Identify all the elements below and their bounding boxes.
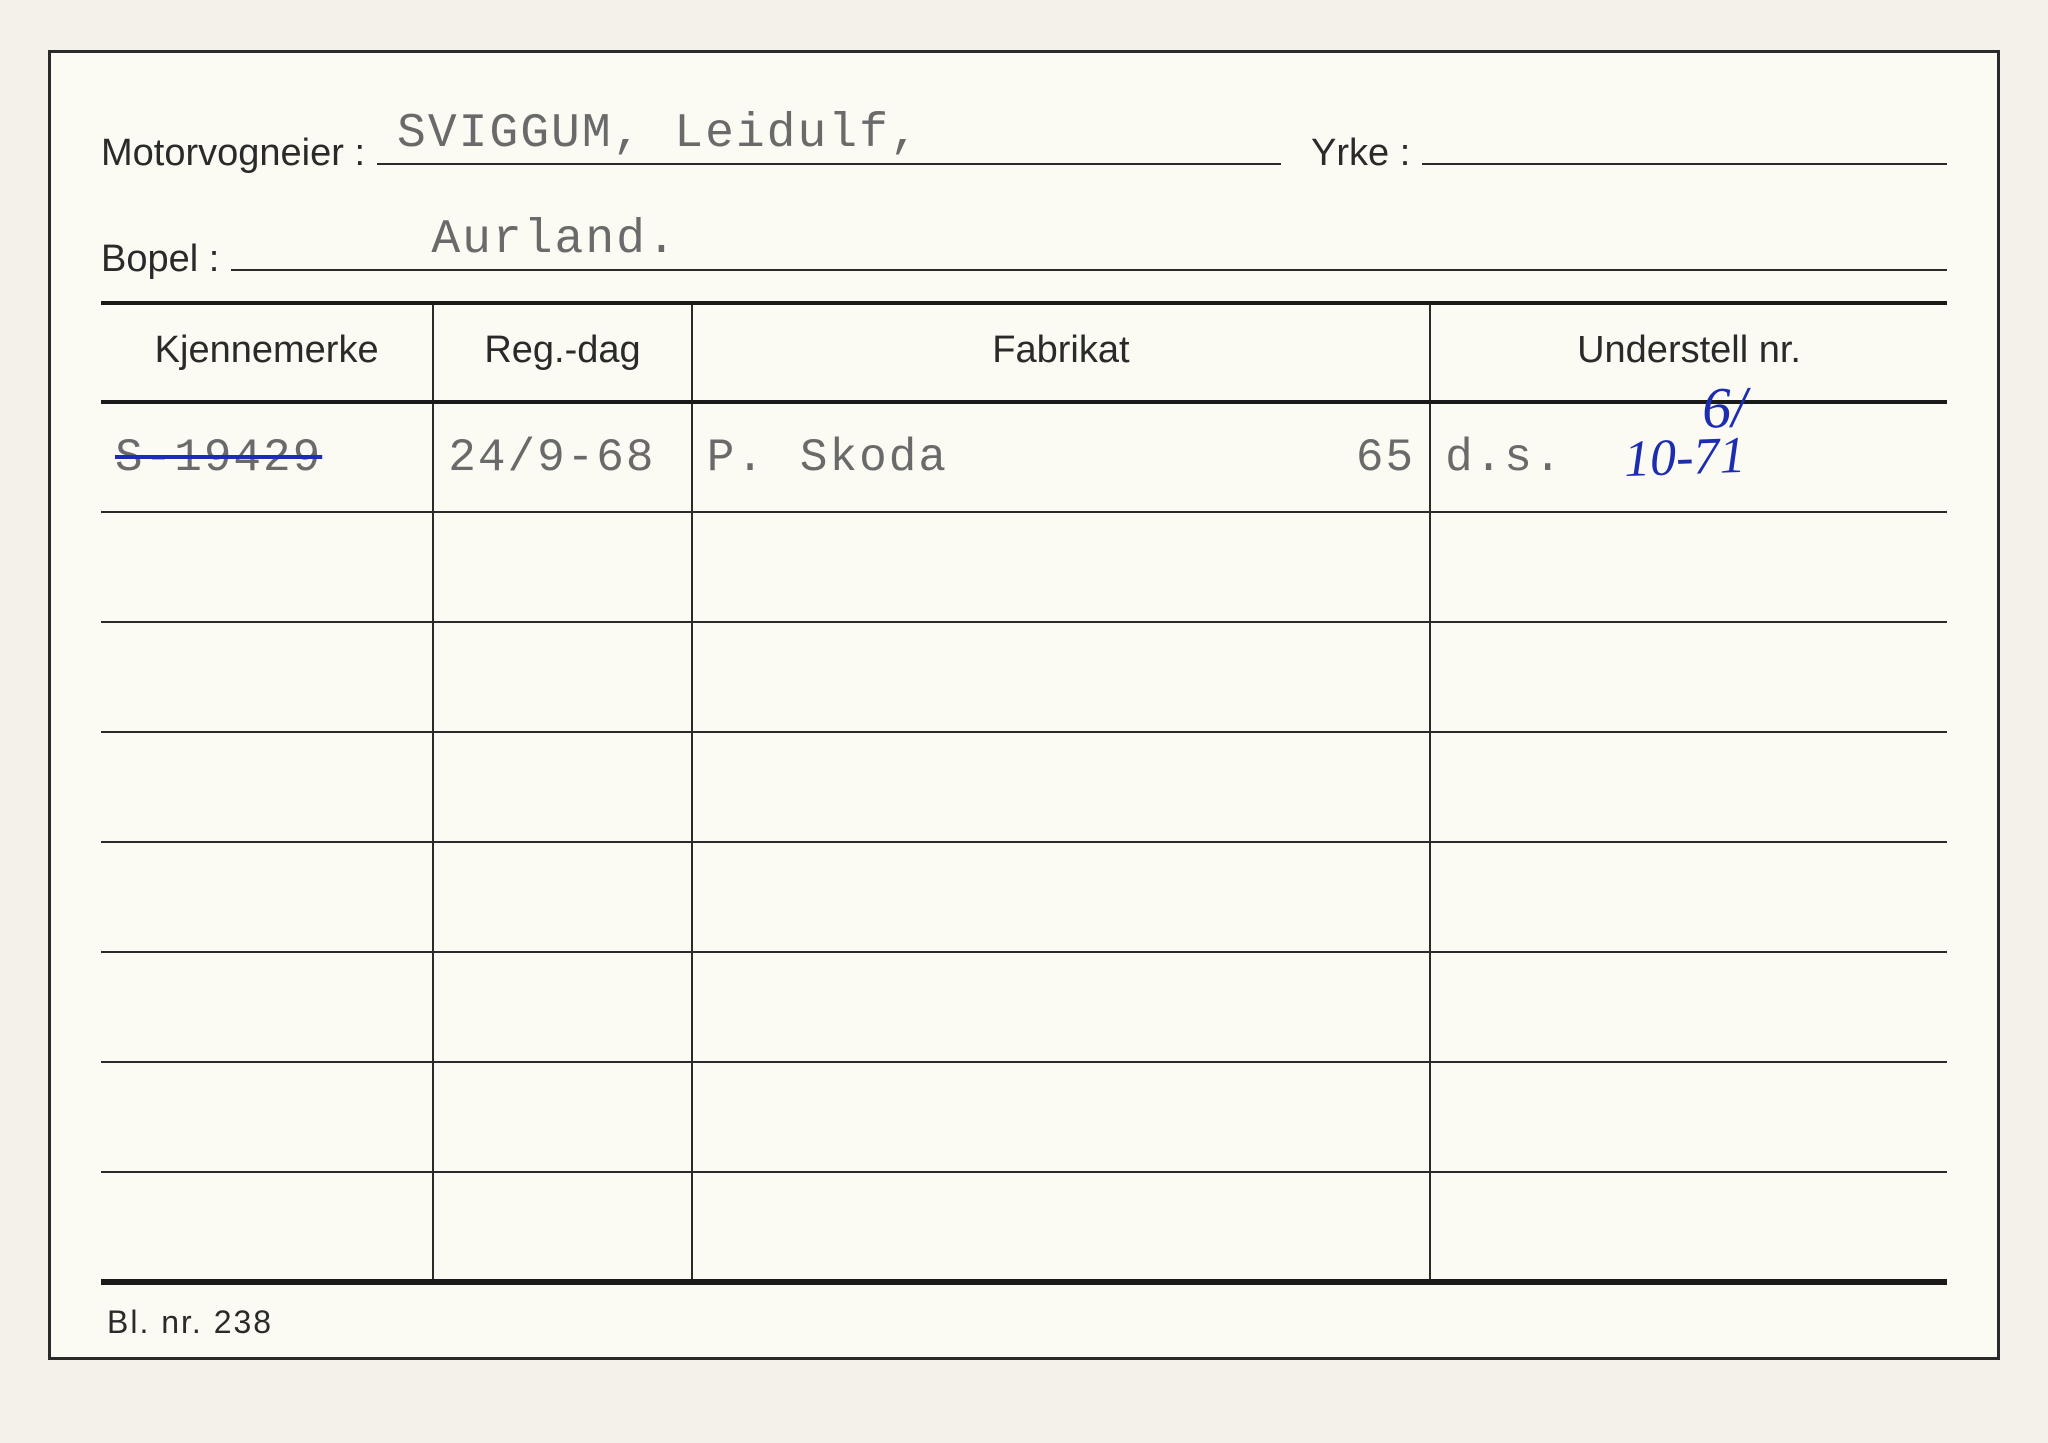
col-fabrikat: Fabrikat — [692, 303, 1430, 402]
owner-value: SVIGGUM, Leidulf, — [397, 107, 921, 161]
col-kjennemerke: Kjennemerke — [101, 303, 433, 402]
col-regdag: Reg.-dag — [433, 303, 691, 402]
residence-line: Aurland. — [231, 219, 1947, 271]
table-row: S-19429 24/9-68 P. Skoda 65 6/ — [101, 402, 1947, 512]
kjennemerke-value: S-19429 — [115, 432, 322, 484]
occupation-line — [1422, 113, 1947, 165]
header-row-1: Motorvogneier : SVIGGUM, Leidulf, Yrke : — [101, 113, 1947, 175]
table-row — [101, 732, 1947, 842]
cell-understell: 6/ d.s. 10-71 — [1430, 402, 1947, 512]
occupation-field: Yrke : — [1311, 113, 1947, 175]
regdag-value: 24/9-68 — [448, 432, 655, 484]
cell-fabrikat: P. Skoda 65 — [692, 402, 1430, 512]
table-header-row: Kjennemerke Reg.-dag Fabrikat Understell… — [101, 303, 1947, 402]
record-card: Motorvogneier : SVIGGUM, Leidulf, Yrke :… — [48, 50, 2000, 1360]
occupation-label: Yrke : — [1311, 132, 1410, 175]
vehicle-table: Kjennemerke Reg.-dag Fabrikat Understell… — [101, 301, 1947, 1285]
fabrikat-year: 65 — [1356, 432, 1415, 484]
form-code: Bl. nr. 238 — [107, 1304, 273, 1341]
table-row — [101, 622, 1947, 732]
table-row — [101, 842, 1947, 952]
header-row-2: Bopel : Aurland. — [101, 219, 1947, 281]
col-understell: Understell nr. — [1430, 303, 1947, 402]
owner-label: Motorvogneier : — [101, 132, 365, 175]
cell-kjennemerke: S-19429 — [101, 402, 433, 512]
table-row — [101, 1062, 1947, 1172]
table-row — [101, 952, 1947, 1062]
table-row — [101, 1172, 1947, 1282]
residence-value: Aurland. — [431, 213, 677, 267]
residence-label: Bopel : — [101, 238, 219, 281]
residence-field: Bopel : Aurland. — [101, 219, 1947, 281]
understell-handwritten: 10-71 — [1623, 426, 1746, 489]
understell-typed: d.s. — [1445, 432, 1563, 484]
fabrikat-make: Skoda — [800, 432, 948, 484]
table-row — [101, 512, 1947, 622]
owner-field: Motorvogneier : SVIGGUM, Leidulf, — [101, 113, 1281, 175]
cell-regdag: 24/9-68 — [433, 402, 691, 512]
fabrikat-prefix: P. — [707, 432, 766, 484]
owner-line: SVIGGUM, Leidulf, — [377, 113, 1281, 165]
